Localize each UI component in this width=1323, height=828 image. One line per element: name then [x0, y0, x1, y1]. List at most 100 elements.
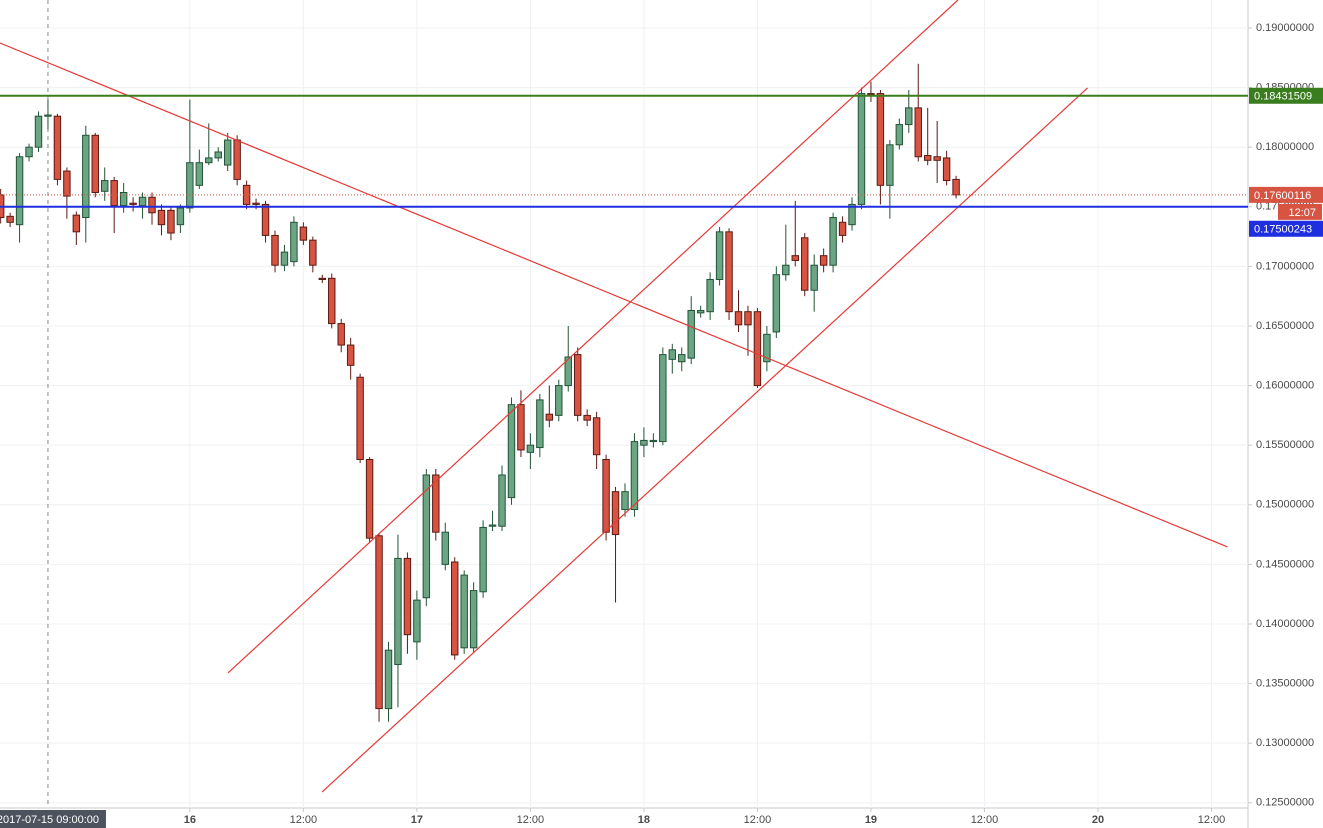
- candle-body: [271, 234, 279, 266]
- candle-body: [498, 474, 506, 527]
- candle-body: [829, 217, 837, 266]
- candle-body: [186, 162, 194, 209]
- last-price-label-bg: [1249, 186, 1323, 203]
- candle-body: [148, 196, 156, 214]
- candle-body: [394, 557, 402, 665]
- price-label-bg: [1249, 87, 1323, 104]
- trend-line: [0, 42, 1228, 548]
- candle-body: [318, 277, 327, 281]
- candle-body: [659, 354, 667, 443]
- candle-body: [564, 356, 572, 387]
- y-tick-label: 0.15000000: [1256, 499, 1314, 511]
- candle-body: [110, 180, 118, 207]
- x-tick-label: 19: [865, 814, 877, 826]
- y-tick-label: 0.14500000: [1256, 558, 1314, 570]
- candle-body: [838, 221, 847, 236]
- candle-body: [914, 107, 922, 158]
- candle-body: [649, 439, 658, 443]
- candle-body: [923, 155, 932, 161]
- y-tick-label: 0.16000000: [1256, 379, 1314, 391]
- candle-body: [91, 134, 99, 193]
- candle-body: [384, 649, 393, 710]
- candle-body: [668, 349, 677, 360]
- candle-body: [356, 376, 364, 460]
- candle-body: [72, 214, 81, 233]
- candle-body: [129, 202, 137, 205]
- candle-body: [933, 156, 941, 161]
- candle-body: [290, 221, 298, 263]
- candle-body: [233, 139, 241, 180]
- candle-body: [82, 134, 90, 219]
- price-label: 0.18431509: [1254, 91, 1312, 103]
- y-tick-label: 0.17000000: [1256, 260, 1314, 272]
- y-tick-label: 0.13000000: [1256, 737, 1314, 749]
- candle-body: [886, 144, 894, 186]
- candle-body: [810, 264, 818, 291]
- candle-body: [517, 404, 525, 451]
- candle-body: [848, 203, 856, 226]
- y-tick-label: 0.18000000: [1256, 141, 1314, 153]
- last-price-label: 0.17600116: [1254, 190, 1311, 202]
- candle-body: [876, 93, 885, 186]
- trend-line: [227, 0, 959, 674]
- candle-body: [346, 344, 355, 366]
- crosshair-label-bg: [0, 810, 106, 828]
- candle-body: [696, 309, 705, 314]
- y-tick-label: 0.14000000: [1256, 618, 1314, 630]
- candle-body: [441, 531, 449, 565]
- candle-body: [526, 444, 535, 453]
- candle-body: [725, 231, 733, 313]
- candle-body: [753, 311, 762, 387]
- candle-body: [469, 590, 478, 649]
- candle-body: [195, 162, 204, 186]
- candle-body: [422, 474, 431, 599]
- candle-body: [857, 93, 866, 205]
- candle-body: [744, 311, 752, 326]
- candle-body: [252, 202, 260, 205]
- candle-body: [488, 524, 497, 527]
- candle-body: [536, 399, 544, 449]
- candle-body: [44, 114, 52, 117]
- trend-line: [321, 87, 1088, 793]
- candle-body: [157, 209, 166, 226]
- x-tick-label: 12:00: [744, 814, 772, 826]
- candle-body: [687, 309, 695, 359]
- price-label-bg: [1249, 220, 1323, 237]
- countdown-bg: [1278, 203, 1322, 220]
- y-tick-label: 0.16500000: [1256, 320, 1314, 332]
- y-tick-label: 0.12500000: [1256, 797, 1314, 809]
- candle-body: [205, 157, 213, 164]
- candle-body: [15, 156, 24, 226]
- candle-body: [706, 279, 714, 313]
- candle-body: [573, 354, 582, 416]
- candle-body: [280, 251, 289, 266]
- candle-body: [119, 191, 128, 207]
- candle-body: [309, 239, 317, 266]
- candle-body: [53, 115, 62, 180]
- candle-body: [63, 170, 71, 197]
- y-tick-label: 0.15500000: [1256, 439, 1314, 451]
- candle-body: [819, 255, 828, 266]
- candle-body: [942, 157, 951, 182]
- x-tick-label: 16: [184, 814, 196, 826]
- candle-body: [365, 458, 374, 539]
- candle-body: [734, 311, 743, 326]
- candle-body: [640, 439, 648, 446]
- candle-body: [782, 264, 790, 276]
- x-tick-label: 17: [411, 814, 423, 826]
- candle-body: [555, 385, 563, 416]
- candle-body: [460, 574, 468, 649]
- candle-body: [299, 226, 308, 241]
- candle-body: [167, 209, 175, 234]
- candle-body: [791, 255, 799, 261]
- candle-body: [602, 458, 610, 533]
- candle-body: [34, 115, 43, 148]
- candle-body: [678, 354, 686, 363]
- countdown: 12:07: [1288, 207, 1316, 219]
- candle-body: [413, 599, 421, 643]
- candle-body: [337, 323, 345, 346]
- price-label: 0.17500243: [1254, 224, 1312, 236]
- candle-body: [6, 215, 14, 223]
- candle-body: [507, 404, 516, 499]
